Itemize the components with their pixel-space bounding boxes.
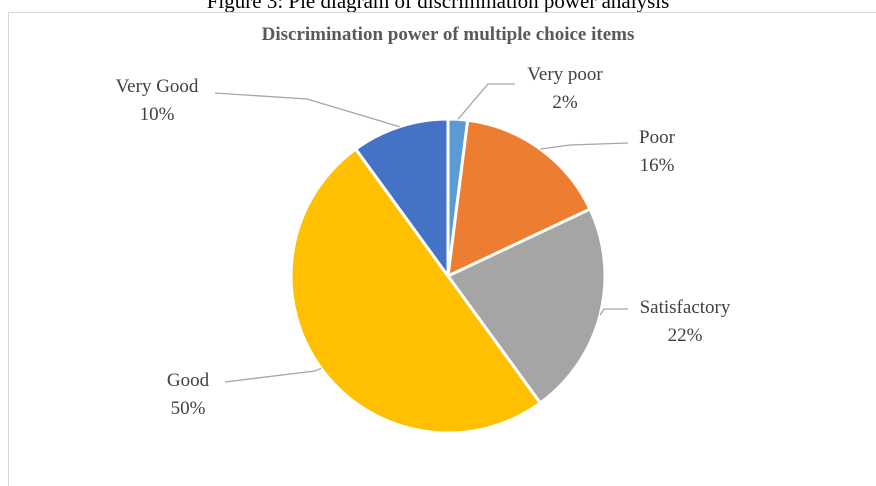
leader-line-good <box>224 367 322 383</box>
pie-slice-poor <box>446 118 593 279</box>
pie-slice-satisfactory <box>445 207 607 406</box>
data-label-pct-very-good: 10% <box>140 104 175 125</box>
data-label-name-poor: Poor <box>639 127 676 148</box>
data-label-pct-very-poor: 2% <box>552 92 578 113</box>
chart-title: Discrimination power of multiple choice … <box>262 24 635 45</box>
data-label-name-satisfactory: Satisfactory <box>640 297 731 318</box>
data-label-name-very-poor: Very poor <box>527 64 603 85</box>
chart-area <box>8 12 876 486</box>
data-label-name-good: Good <box>167 370 210 391</box>
leader-line-satisfactory <box>599 308 628 316</box>
data-label-pct-satisfactory: 22% <box>668 325 703 346</box>
leader-line-poor <box>540 142 629 150</box>
figure-caption: Figure 3: Pie diagram of discrimination … <box>206 0 670 13</box>
leader-line-very-poor <box>457 83 515 120</box>
data-label-name-very-good: Very Good <box>116 76 199 97</box>
data-label-pct-poor: 16% <box>640 155 675 176</box>
data-label-pct-good: 50% <box>171 398 206 419</box>
leader-line-very-good <box>214 92 400 128</box>
